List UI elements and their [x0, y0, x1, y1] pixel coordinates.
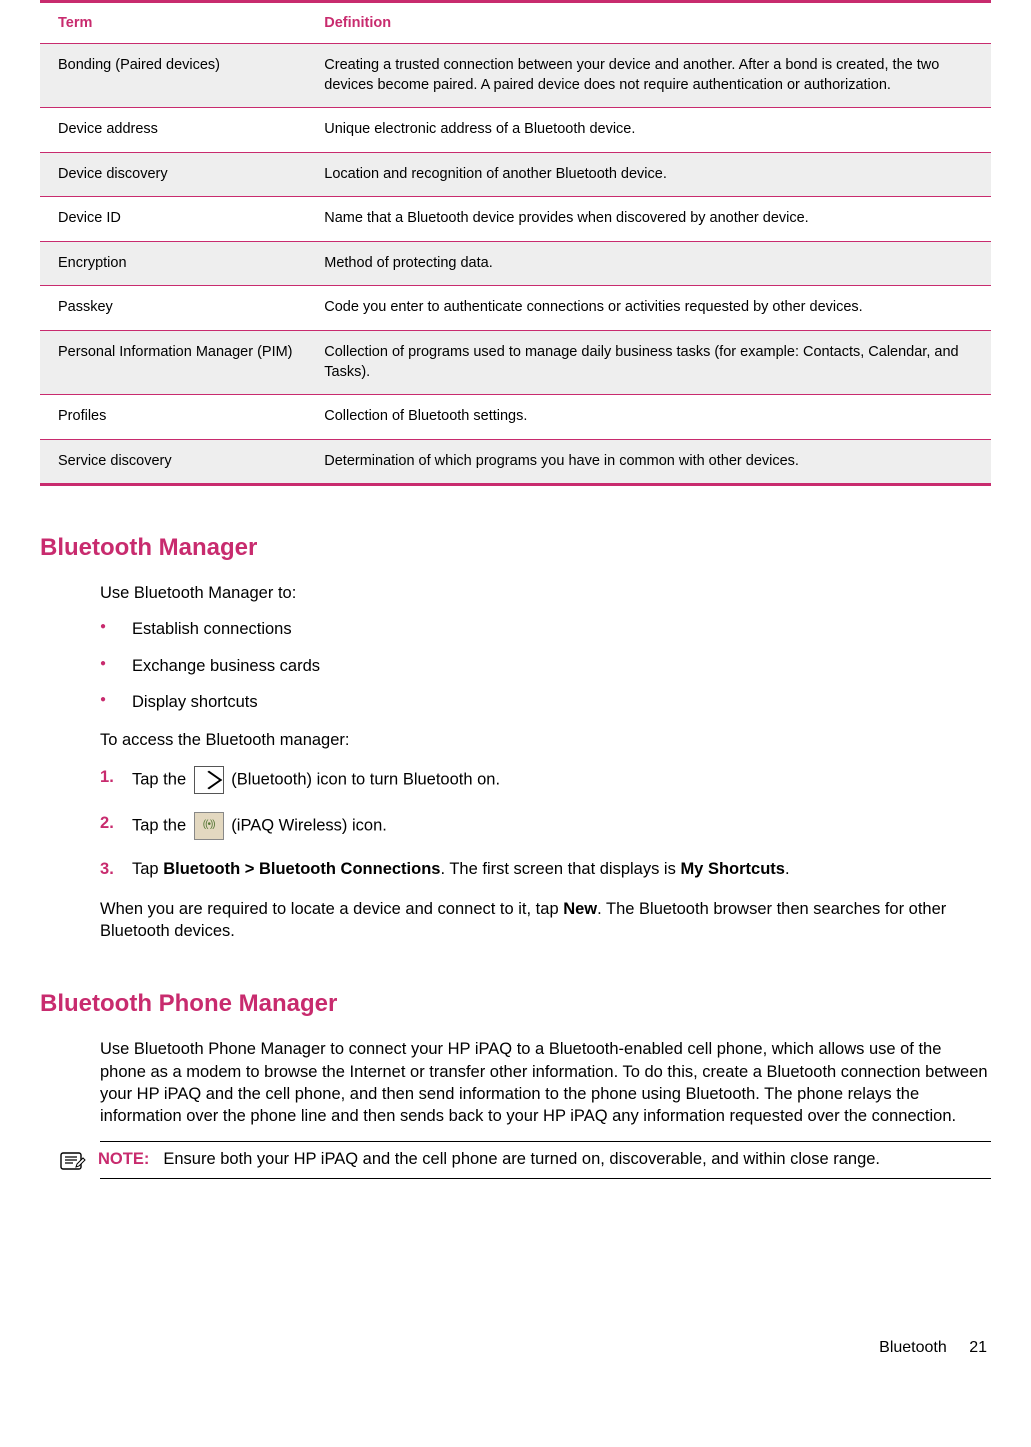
col-header-definition: Definition	[306, 2, 991, 44]
definitions-table: Term Definition Bonding (Paired devices)…	[40, 0, 991, 486]
ipaq-wireless-icon	[194, 812, 224, 840]
page-footer: Bluetooth 21	[40, 1339, 991, 1387]
table-row: Device IDName that a Bluetooth device pr…	[40, 197, 991, 242]
list-item: Display shortcuts	[100, 691, 991, 713]
bt-manager-access-line: To access the Bluetooth manager:	[100, 729, 991, 751]
footer-section: Bluetooth	[879, 1339, 947, 1356]
bt-manager-bullets: Establish connections Exchange business …	[100, 618, 991, 713]
note-label: NOTE:	[98, 1150, 149, 1168]
bt-manager-steps: Tap the (Bluetooth) icon to turn Bluetoo…	[100, 766, 991, 880]
step-item: Tap the (iPAQ Wireless) icon.	[100, 812, 991, 840]
bt-manager-closing: When you are required to locate a device…	[100, 898, 991, 943]
step-item: Tap the (Bluetooth) icon to turn Bluetoo…	[100, 766, 991, 794]
note-box: NOTE: Ensure both your HP iPAQ and the ce…	[100, 1141, 991, 1179]
bt-manager-intro: Use Bluetooth Manager to:	[100, 582, 991, 604]
table-row: ProfilesCollection of Bluetooth settings…	[40, 395, 991, 440]
table-row: EncryptionMethod of protecting data.	[40, 241, 991, 286]
table-row: PasskeyCode you enter to authenticate co…	[40, 286, 991, 331]
col-header-term: Term	[40, 2, 306, 44]
table-row: Service discoveryDetermination of which …	[40, 439, 991, 485]
step-item: Tap Bluetooth > Bluetooth Connections. T…	[100, 858, 991, 880]
heading-bluetooth-manager: Bluetooth Manager	[40, 534, 991, 562]
heading-bluetooth-phone-manager: Bluetooth Phone Manager	[40, 990, 991, 1018]
table-row: Personal Information Manager (PIM)Collec…	[40, 330, 991, 394]
bluetooth-icon	[194, 766, 224, 794]
note-icon	[60, 1150, 86, 1172]
phone-manager-body: Use Bluetooth Phone Manager to connect y…	[100, 1038, 991, 1127]
footer-page-number: 21	[969, 1339, 987, 1356]
table-row: Device discoveryLocation and recognition…	[40, 152, 991, 197]
list-item: Exchange business cards	[100, 655, 991, 677]
note-text: Ensure both your HP iPAQ and the cell ph…	[163, 1150, 880, 1168]
list-item: Establish connections	[100, 618, 991, 640]
table-row: Bonding (Paired devices)Creating a trust…	[40, 44, 991, 108]
table-row: Device addressUnique electronic address …	[40, 108, 991, 153]
